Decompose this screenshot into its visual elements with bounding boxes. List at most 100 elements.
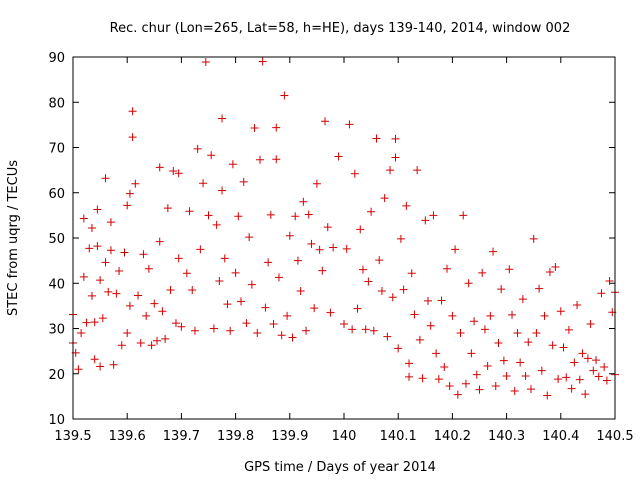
data-point xyxy=(93,205,102,214)
data-point xyxy=(253,329,262,338)
data-point xyxy=(375,256,384,265)
data-point xyxy=(548,341,557,350)
data-point xyxy=(510,386,519,395)
data-point xyxy=(570,358,579,367)
data-point xyxy=(600,362,609,371)
data-point xyxy=(288,333,297,342)
data-point xyxy=(592,356,601,365)
data-point xyxy=(356,225,365,234)
data-point xyxy=(207,151,216,160)
data-point xyxy=(87,224,96,233)
data-point xyxy=(345,120,354,129)
data-point xyxy=(245,233,254,242)
data-point xyxy=(456,329,465,338)
data-point xyxy=(564,325,573,334)
data-point xyxy=(220,254,229,263)
data-point xyxy=(204,211,213,220)
data-point xyxy=(144,264,153,273)
data-point xyxy=(120,248,129,257)
x-axis-label: GPS time / Days of year 2014 xyxy=(244,460,436,475)
data-point xyxy=(556,307,565,316)
data-point xyxy=(174,169,183,178)
data-point xyxy=(123,329,132,338)
data-point xyxy=(405,372,414,381)
data-point xyxy=(269,319,278,328)
data-point xyxy=(402,201,411,210)
data-point xyxy=(161,334,170,343)
data-point xyxy=(277,331,286,340)
data-point xyxy=(163,204,172,213)
data-point xyxy=(193,144,202,153)
data-point xyxy=(90,318,99,327)
data-point xyxy=(451,245,460,254)
data-point xyxy=(594,372,603,381)
data-point xyxy=(575,375,584,384)
data-point xyxy=(139,250,148,259)
data-point xyxy=(142,311,151,320)
data-point xyxy=(87,291,96,300)
x-tick-label: 140.1 xyxy=(380,429,417,444)
data-point xyxy=(98,314,107,323)
data-point xyxy=(104,287,113,296)
data-point xyxy=(136,338,145,347)
data-point xyxy=(448,311,457,320)
data-point xyxy=(348,325,357,334)
data-point xyxy=(586,319,595,328)
data-point xyxy=(82,318,91,327)
data-point xyxy=(424,296,433,305)
data-point xyxy=(407,269,416,278)
data-point xyxy=(559,343,568,352)
data-point xyxy=(358,265,367,274)
data-point xyxy=(299,197,308,206)
data-point xyxy=(74,365,83,374)
y-tick-label: 20 xyxy=(48,368,65,383)
data-point xyxy=(128,107,137,116)
data-point xyxy=(545,267,554,276)
data-point xyxy=(226,326,235,335)
x-axis: 139.5 139.6 139.7 139.8 139.9 140 140.1 140.2 14… xyxy=(54,57,634,444)
data-point xyxy=(323,223,332,232)
data-point xyxy=(581,390,590,399)
data-point xyxy=(234,212,243,221)
data-point xyxy=(223,300,232,309)
data-point xyxy=(150,299,159,308)
data-point xyxy=(418,374,427,383)
data-point xyxy=(231,268,240,277)
data-point xyxy=(605,276,614,285)
x-tick-label: 140.2 xyxy=(434,429,471,444)
data-point xyxy=(554,375,563,384)
data-point xyxy=(134,291,143,300)
data-point xyxy=(79,272,88,281)
data-point xyxy=(426,321,435,330)
x-tick-label: 140.5 xyxy=(596,429,633,444)
data-point xyxy=(415,335,424,344)
data-point xyxy=(489,247,498,256)
data-point xyxy=(96,362,105,371)
data-point xyxy=(573,300,582,309)
data-point xyxy=(318,266,327,275)
data-point xyxy=(158,307,167,316)
y-tick-label: 90 xyxy=(48,51,65,66)
data-point xyxy=(513,329,522,338)
y-tick-label: 80 xyxy=(48,96,65,111)
data-point xyxy=(272,123,281,132)
y-tick-label: 70 xyxy=(48,142,65,157)
data-point xyxy=(372,134,381,143)
data-point xyxy=(516,358,525,367)
data-point xyxy=(101,258,110,267)
data-point xyxy=(524,338,533,347)
data-point xyxy=(296,286,305,295)
data-point xyxy=(285,231,294,240)
data-point xyxy=(562,373,571,382)
data-point xyxy=(190,326,199,335)
data-point xyxy=(461,379,470,388)
data-point xyxy=(470,317,479,326)
data-point xyxy=(96,276,105,285)
data-point xyxy=(480,325,489,334)
data-point xyxy=(532,329,541,338)
data-point xyxy=(169,167,178,176)
x-tick-label: 140 xyxy=(332,429,357,444)
data-point xyxy=(602,376,611,385)
data-point xyxy=(274,273,283,282)
